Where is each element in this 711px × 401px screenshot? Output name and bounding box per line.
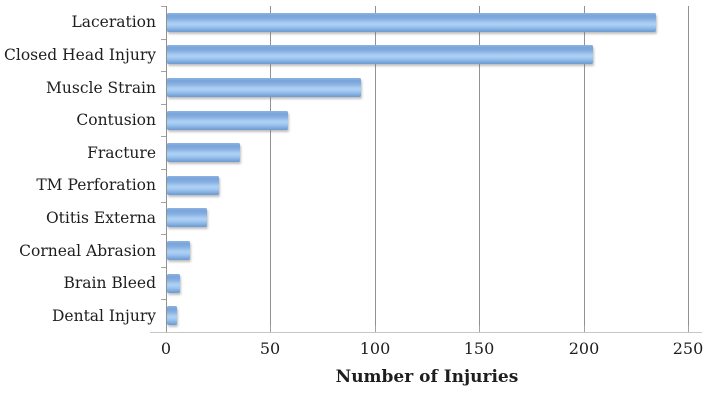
bar-laceration	[167, 13, 656, 32]
category-label-tm-perforation: TM Perforation	[36, 176, 156, 194]
bar-muscle-strain	[167, 78, 361, 97]
gridline-50	[269, 6, 271, 332]
x-tick-label-150: 150	[463, 339, 495, 358]
x-tick-label-50: 50	[259, 339, 281, 358]
bar-tm-perforation	[167, 176, 219, 195]
gridline-100	[374, 6, 376, 332]
x-axis-title: Number of Injuries	[335, 367, 519, 387]
bar-otitis-externa	[167, 208, 207, 227]
bar-dental-injury	[167, 306, 177, 325]
category-label-corneal-abrasion: Corneal Abrasion	[19, 242, 156, 260]
x-tick-label-250: 250	[672, 339, 704, 358]
x-tick-label-100: 100	[359, 339, 391, 358]
x-tick-mark-50	[270, 326, 271, 332]
category-label-fracture: Fracture	[87, 144, 156, 162]
y-tick-mark-1	[161, 39, 166, 40]
y-tick-mark-7	[161, 234, 166, 235]
category-label-dental-injury: Dental Injury	[52, 307, 156, 325]
y-tick-mark-9	[161, 299, 166, 300]
y-tick-mark-3	[161, 104, 166, 105]
y-tick-mark-4	[161, 136, 166, 137]
y-tick-mark-5	[161, 169, 166, 170]
x-tick-label-0: 0	[160, 339, 172, 358]
x-tick-mark-100	[375, 326, 376, 332]
gridline-150	[478, 6, 480, 332]
y-tick-mark-6	[161, 202, 166, 203]
x-tick-label-200: 200	[568, 339, 600, 358]
bar-corneal-abrasion	[167, 241, 190, 260]
y-tick-mark-8	[161, 267, 166, 268]
x-tick-mark-200	[584, 326, 585, 332]
gridline-250	[687, 6, 689, 332]
category-label-contusion: Contusion	[76, 111, 156, 129]
bar-contusion	[167, 111, 288, 130]
x-tick-mark-250	[688, 326, 689, 332]
category-label-laceration: Laceration	[71, 13, 156, 31]
category-label-muscle-strain: Muscle Strain	[46, 79, 156, 97]
y-tick-mark-2	[161, 71, 166, 72]
x-tick-mark-150	[479, 326, 480, 332]
y-axis-line	[166, 6, 167, 332]
bar-fracture	[167, 143, 240, 162]
y-tick-mark-0	[161, 6, 166, 7]
x-axis-line	[150, 332, 702, 333]
gridline-200	[583, 6, 585, 332]
category-label-closed-head-injury: Closed Head Injury	[4, 46, 156, 64]
bar-closed-head-injury	[167, 45, 593, 64]
plot-area	[161, 6, 689, 333]
category-label-otitis-externa: Otitis Externa	[45, 209, 156, 227]
category-label-brain-bleed: Brain Bleed	[63, 274, 156, 292]
bar-brain-bleed	[167, 274, 180, 293]
